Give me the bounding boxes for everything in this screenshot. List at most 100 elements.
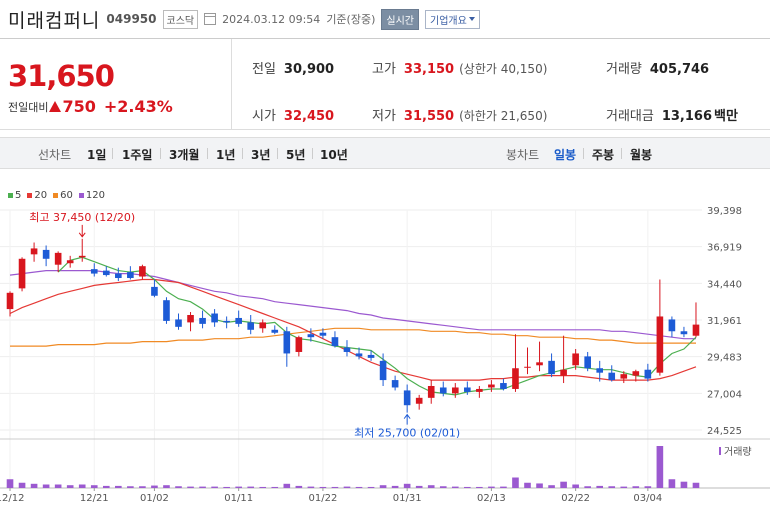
quote-panel: 31,650 전일대비 750 +2.43% 전일 30,900 시가 32,4… <box>0 38 770 130</box>
volume-bar <box>656 446 664 488</box>
prev-close-label: 전일 <box>252 62 276 77</box>
candle-body <box>536 362 543 366</box>
legend-ma5: 5 <box>8 190 21 201</box>
ma20-line <box>9 278 697 381</box>
volume: 거래량 405,746 <box>606 58 709 77</box>
volume-bar <box>319 486 327 488</box>
volume-bar <box>283 483 291 488</box>
candle-body <box>451 387 459 394</box>
volume-bar <box>66 485 74 488</box>
x-tick-label: 12/21 <box>80 493 109 504</box>
volume-bar <box>367 486 375 488</box>
high-annotation: 최고 37,450 (12/20) <box>29 211 135 224</box>
tab-5year[interactable]: 5년 <box>286 148 306 162</box>
high-value: 33,150 <box>403 62 455 77</box>
volume-bar <box>464 486 471 488</box>
candlestick-chart[interactable]: 39,398 36,919 34,440 31,961 29,483 27,004 24,5… <box>0 200 770 516</box>
volume-bar <box>235 486 242 488</box>
candle-body <box>584 356 591 369</box>
volume-bar <box>30 483 38 488</box>
volume-bar <box>379 485 387 488</box>
candle-body <box>223 320 230 323</box>
candle-body <box>355 353 363 357</box>
ma120-line <box>9 270 696 340</box>
tab-10year[interactable]: 10년 <box>320 148 348 162</box>
chart-tabs: 선차트 1일 1주일 3개월 1년 3년 5년 10년 봉차트 일봉 주봉 월봉 <box>0 137 770 169</box>
volume-bar <box>512 477 519 488</box>
volume-bar <box>644 486 652 488</box>
volume-bar <box>608 486 616 488</box>
legend-ma60-label: 60 <box>60 190 73 201</box>
y-tick-label: 27,004 <box>707 389 742 400</box>
candle-body <box>379 360 387 381</box>
tab-daily[interactable]: 일봉 <box>554 148 577 162</box>
tab-monthly[interactable]: 월봉 <box>630 148 653 162</box>
volume-bar <box>620 486 628 488</box>
x-tick-label: 02/22 <box>561 493 590 504</box>
company-name: 미래컴퍼니 <box>8 9 101 32</box>
volume-bar <box>584 486 591 488</box>
y-tick-label: 24,525 <box>707 426 742 437</box>
candle-body <box>127 272 134 279</box>
candle-body <box>548 360 555 375</box>
amount-unit: 백만 <box>714 109 738 124</box>
candle-body <box>102 270 110 276</box>
tab-1week[interactable]: 1주일 <box>122 148 153 162</box>
chevron-down-icon <box>468 17 475 21</box>
timestamp: 2024.03.12 09:54 <box>222 12 321 26</box>
candle-body <box>151 286 158 296</box>
tab-3year[interactable]: 3년 <box>251 148 271 162</box>
candle-body <box>596 368 604 373</box>
lower-limit: (하한가 21,650) <box>459 109 548 123</box>
volume-bar <box>488 486 495 488</box>
volume-bar <box>391 485 399 488</box>
volume-bar <box>692 482 700 488</box>
tab-1day[interactable]: 1일 <box>87 148 107 162</box>
trade-amount: 거래대금 13,166 백만 <box>606 105 738 124</box>
volume-bar <box>115 485 122 488</box>
volume-bar <box>42 484 50 488</box>
volume-bar <box>476 486 483 488</box>
candle-body <box>271 329 279 333</box>
up-triangle-icon <box>49 101 62 112</box>
legend-ma20: 20 <box>27 190 47 201</box>
candle-body <box>488 384 495 388</box>
change-percent: +2.43% <box>103 97 173 116</box>
tab-weekly[interactable]: 주봉 <box>592 148 615 162</box>
candle-body <box>175 319 182 327</box>
candle-body <box>572 353 579 366</box>
company-info-label: 기업개요 <box>430 15 467 27</box>
legend-ma5-label: 5 <box>15 190 22 201</box>
candle-body <box>391 380 399 388</box>
candle-body <box>500 383 507 389</box>
prev-close-value: 30,900 <box>283 62 335 77</box>
low-label: 저가 <box>372 109 396 124</box>
candle-body <box>307 334 315 338</box>
tab-3month[interactable]: 3개월 <box>169 148 200 162</box>
stock-header: 미래컴퍼니 049950 코스닥 2024.03.12 09:54 기준(장중)… <box>0 0 770 38</box>
company-info-dropdown[interactable]: 기업개요 <box>425 9 480 29</box>
candle-body <box>211 313 218 323</box>
volume-bar <box>500 486 507 488</box>
candle-body <box>524 366 531 368</box>
volume-bar <box>211 486 218 488</box>
volume-bar <box>560 481 567 488</box>
line-chart-label: 선차트 <box>38 148 72 162</box>
volume-bar <box>259 486 267 488</box>
candle-body <box>66 260 74 264</box>
volume-bar <box>187 486 194 488</box>
volume-bar <box>548 485 555 488</box>
legend-ma120: 120 <box>78 190 105 201</box>
candle-body <box>199 317 206 324</box>
volume-bar <box>90 485 98 488</box>
candle-body <box>367 354 375 358</box>
volume-label: 거래량 <box>606 62 642 77</box>
x-tick-label: 02/13 <box>477 493 506 504</box>
candle-body <box>439 387 447 394</box>
candle-body <box>656 316 664 373</box>
tab-1year[interactable]: 1년 <box>216 148 236 162</box>
realtime-button[interactable]: 실시간 <box>381 8 419 30</box>
y-tick-label: 36,919 <box>707 243 742 254</box>
ma60-line <box>10 327 696 347</box>
candle-body <box>620 374 628 379</box>
